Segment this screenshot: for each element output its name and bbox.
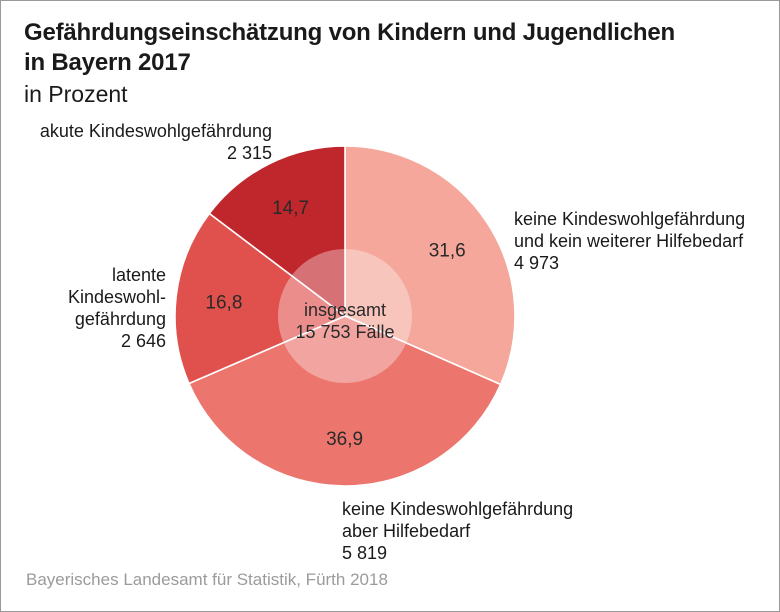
center-label-line-2: 15 753 Fälle (295, 322, 394, 342)
percent-label-akut: 14,7 (272, 198, 309, 219)
title-line-2: in Bayern 2017 (24, 49, 191, 76)
chart-title: Gefährdungseinschätzung von Kindern und … (24, 18, 675, 78)
percent-label-kein: 31,6 (429, 240, 466, 261)
title-line-1: Gefährdungseinschätzung von Kindern und … (24, 19, 675, 46)
slice-label-latent: latente Kindeswohl- gefährdung 2 646 (40, 264, 166, 352)
slice-label-kein: keine Kindeswohlgefährdung und kein weit… (514, 208, 745, 274)
slice-label-latent-line-3: gefährdung (74, 309, 166, 329)
pie-slices (174, 145, 516, 487)
slice-label-latent-count: 2 646 (120, 331, 166, 351)
slice-label-kein-count: 4 973 (514, 253, 560, 273)
slice-hilfebedarf (187, 315, 502, 487)
slice-label-hilfebedarf-line-1: keine Kindeswohlgefährdung (342, 499, 574, 519)
slice-label-kein-line-2: und kein weiterer Hilfebedarf (514, 231, 744, 251)
slice-label-hilfebedarf: keine Kindeswohlgefährdung aber Hilfebed… (342, 498, 573, 564)
source-note: Bayerisches Landesamt für Statistik, Für… (26, 570, 388, 589)
chart-subtitle: in Prozent (24, 81, 128, 107)
slice-label-latent-line-2: Kindeswohl- (67, 287, 166, 307)
center-disc (278, 249, 412, 383)
slice-label-akut-line-1: akute Kindeswohlgefährdung (39, 121, 272, 141)
center-label-line-1: insgesamt (304, 300, 386, 320)
slice-label-hilfebedarf-line-2: aber Hilfebedarf (342, 521, 471, 541)
slice-label-akut: akute Kindeswohlgefährdung 2 315 (24, 120, 272, 164)
percent-label-hilfebedarf: 36,9 (326, 429, 363, 450)
percent-labels: 31,6 36,9 16,8 14,7 (205, 198, 465, 450)
slice-label-akut-count: 2 315 (226, 143, 272, 163)
slice-label-hilfebedarf-count: 5 819 (342, 543, 388, 563)
slice-kein (344, 145, 516, 386)
slice-label-kein-line-1: keine Kindeswohlgefährdung (514, 209, 746, 229)
percent-label-latent: 16,8 (205, 293, 242, 314)
slice-latent (174, 212, 347, 385)
slice-akut (208, 145, 346, 318)
slice-label-latent-line-1: latente (111, 265, 166, 285)
